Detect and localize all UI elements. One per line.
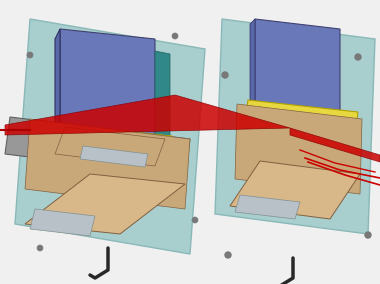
Circle shape (27, 52, 33, 58)
Polygon shape (290, 128, 380, 162)
Polygon shape (60, 29, 155, 139)
Polygon shape (30, 209, 95, 236)
Circle shape (355, 54, 361, 60)
Polygon shape (52, 124, 172, 156)
Polygon shape (230, 161, 360, 219)
Polygon shape (215, 19, 375, 234)
Polygon shape (235, 104, 362, 194)
Polygon shape (25, 174, 185, 234)
Polygon shape (80, 146, 148, 167)
Circle shape (172, 33, 178, 39)
Polygon shape (255, 19, 340, 119)
Polygon shape (55, 29, 60, 139)
Circle shape (222, 72, 228, 78)
Polygon shape (55, 127, 165, 166)
Polygon shape (55, 129, 155, 139)
Circle shape (192, 217, 198, 223)
Polygon shape (5, 117, 190, 176)
Polygon shape (245, 100, 358, 134)
Polygon shape (25, 119, 190, 209)
Circle shape (365, 232, 371, 238)
Polygon shape (250, 104, 345, 119)
Polygon shape (5, 95, 290, 135)
Circle shape (37, 245, 43, 251)
Polygon shape (15, 19, 205, 254)
Polygon shape (235, 195, 300, 219)
Polygon shape (250, 19, 255, 114)
Polygon shape (155, 51, 170, 142)
Circle shape (225, 252, 231, 258)
